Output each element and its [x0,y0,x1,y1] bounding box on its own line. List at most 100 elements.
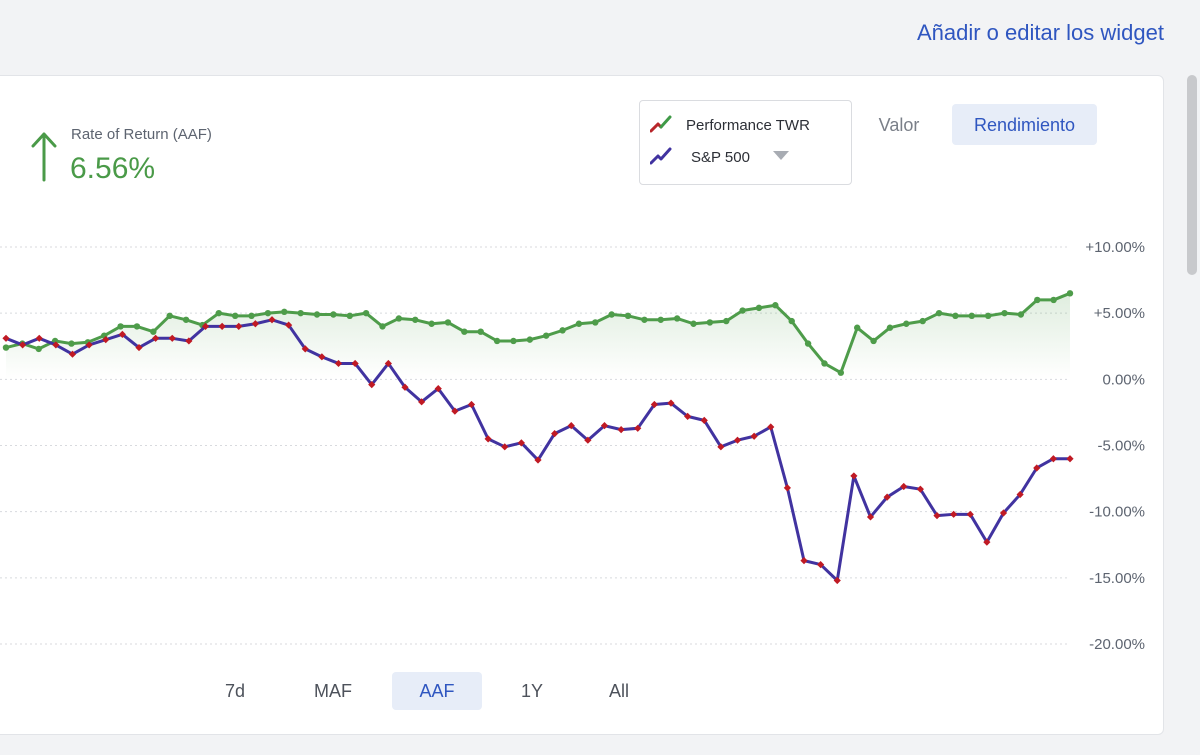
data-point[interactable] [526,336,534,343]
data-point[interactable] [264,309,272,317]
data-point[interactable] [657,316,664,323]
data-point[interactable] [837,369,845,376]
data-point[interactable] [800,557,808,565]
data-point[interactable] [723,317,730,325]
data-point[interactable] [301,345,309,353]
data-point[interactable] [2,344,10,351]
data-point[interactable] [133,323,141,330]
data-point[interactable] [185,337,193,345]
data-point[interactable] [1066,290,1074,297]
data-point[interactable] [772,302,779,309]
data-point[interactable] [68,350,77,358]
data-point[interactable] [1034,296,1041,304]
data-point[interactable] [542,332,550,339]
data-point[interactable] [551,429,559,438]
data-point[interactable] [517,439,525,447]
data-point[interactable] [395,315,403,322]
data-point[interactable] [218,322,226,330]
data-point[interactable] [461,328,468,335]
data-point[interactable] [1049,455,1057,463]
data-point[interactable] [767,423,775,431]
data-point[interactable] [215,309,222,317]
data-point[interactable] [2,334,10,342]
data-point[interactable] [152,334,160,342]
data-point[interactable] [418,398,426,406]
data-point[interactable] [35,334,43,342]
data-point[interactable] [700,416,708,424]
data-point[interactable] [412,316,419,323]
rendimiento-toggle-button[interactable]: Rendimiento [952,104,1097,145]
data-point[interactable] [1001,309,1008,317]
range-aaf-button[interactable]: AAF [392,672,482,710]
data-point[interactable] [467,400,476,409]
data-point[interactable] [717,443,725,451]
data-point[interactable] [19,341,27,349]
data-point[interactable] [1016,490,1024,499]
range-maf-button[interactable]: MAF [314,681,352,701]
data-point[interactable] [559,327,566,334]
data-point[interactable] [883,493,891,501]
data-point[interactable] [983,538,991,546]
legend-item-performance-twr[interactable]: Performance TWR [650,115,810,135]
data-point[interactable] [952,312,959,320]
data-point[interactable] [783,484,791,492]
data-point[interactable] [567,422,575,430]
data-point[interactable] [966,510,974,518]
data-point[interactable] [166,312,173,320]
range-1y-button[interactable]: 1Y [520,681,544,701]
data-point[interactable] [510,337,517,345]
data-point[interactable] [117,323,124,330]
scrollbar-thumb[interactable] [1187,75,1197,275]
data-point[interactable] [933,512,941,520]
data-point[interactable] [368,381,376,389]
data-point[interactable] [870,337,877,345]
data-point[interactable] [935,309,943,317]
data-point[interactable] [673,315,681,322]
data-point[interactable] [297,309,304,317]
data-point[interactable] [817,561,825,569]
range-7d-button[interactable]: 7d [224,681,246,701]
data-point[interactable] [534,456,542,464]
data-point[interactable] [788,317,795,325]
data-point[interactable] [118,330,126,338]
data-point[interactable] [1033,464,1041,472]
data-point[interactable] [833,576,841,585]
data-point[interactable] [362,309,370,317]
data-point[interactable] [584,436,592,444]
data-point[interactable] [444,319,452,326]
data-point[interactable] [434,384,442,393]
data-point[interactable] [201,322,210,330]
data-point[interactable] [755,304,763,312]
data-point[interactable] [900,482,908,491]
data-point[interactable] [667,399,675,407]
data-point[interactable] [608,311,615,318]
data-point[interactable] [650,400,658,409]
data-point[interactable] [281,308,288,316]
data-point[interactable] [313,311,321,318]
data-point[interactable] [318,353,326,361]
data-point[interactable] [821,360,828,367]
data-point[interactable] [1050,296,1057,304]
data-point[interactable] [68,340,75,347]
data-point[interactable] [600,422,609,430]
data-point[interactable] [592,319,599,326]
data-point[interactable] [866,513,875,521]
data-point[interactable] [501,443,509,451]
data-point[interactable] [182,316,190,323]
add-edit-widgets-link[interactable]: Añadir o editar los widget [916,20,1164,45]
data-point[interactable] [575,320,583,327]
data-point[interactable] [984,312,992,320]
data-point[interactable] [641,316,648,323]
data-point[interactable] [477,328,484,335]
data-point[interactable] [968,312,975,320]
data-point[interactable] [285,321,293,329]
data-point[interactable] [428,320,435,327]
data-point[interactable] [251,320,259,328]
data-point[interactable] [854,324,861,331]
data-point[interactable] [916,485,924,493]
data-point[interactable] [52,341,60,349]
data-point[interactable] [150,328,157,335]
data-point[interactable] [1066,455,1074,463]
range-all-button[interactable]: All [608,681,629,701]
data-point[interactable] [379,323,386,330]
